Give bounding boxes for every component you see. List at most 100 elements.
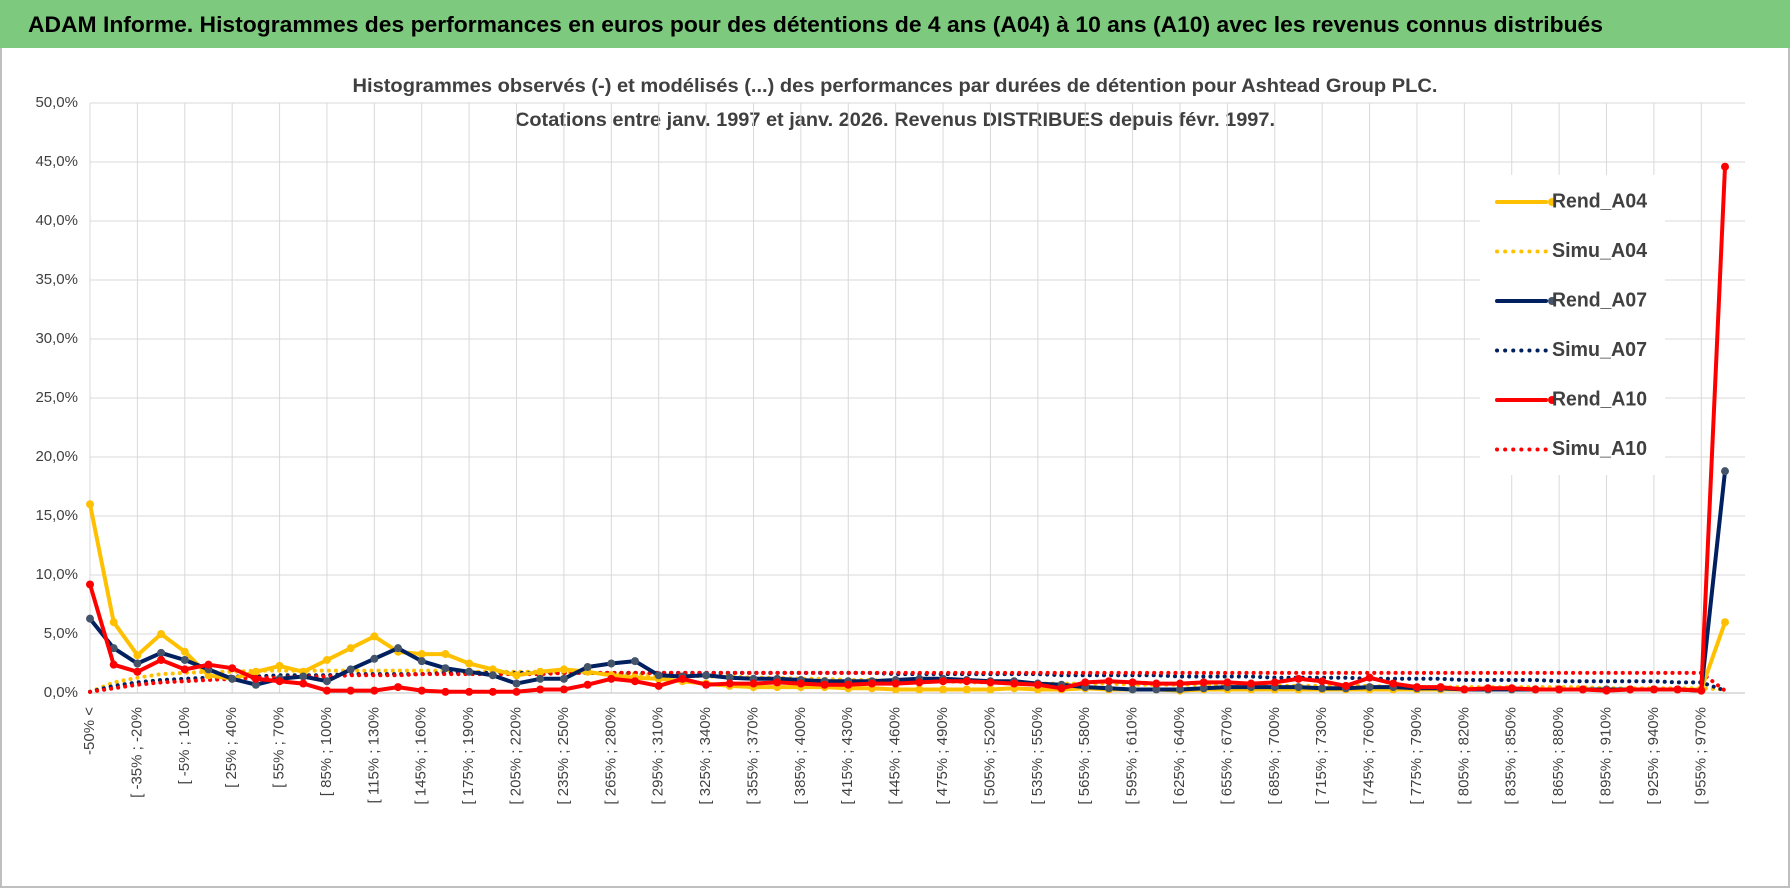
marker xyxy=(133,651,142,660)
legend-label: Simu_A10 xyxy=(1552,438,1647,460)
x-tick-label: [ 925% ; 940% xyxy=(1645,707,1662,805)
marker xyxy=(370,686,379,695)
y-tick-label: 20,0% xyxy=(35,448,78,465)
marker xyxy=(1223,678,1232,687)
marker xyxy=(1626,685,1635,694)
x-tick-label: [ 895% ; 910% xyxy=(1597,707,1614,805)
marker xyxy=(109,660,118,669)
marker xyxy=(465,687,474,696)
marker xyxy=(725,673,734,682)
marker xyxy=(417,686,426,695)
line xyxy=(88,164,1727,694)
marker xyxy=(678,674,687,683)
marker xyxy=(607,659,616,668)
marker xyxy=(1318,677,1327,686)
marker xyxy=(1294,674,1303,683)
marker xyxy=(157,648,166,657)
marker xyxy=(1294,683,1303,692)
x-tick-label: [ 625% ; 640% xyxy=(1171,707,1188,805)
marker xyxy=(275,661,284,670)
marker xyxy=(488,665,497,674)
marker xyxy=(1673,685,1682,694)
marker xyxy=(417,657,426,666)
dotted-line xyxy=(88,670,1727,694)
marker xyxy=(962,677,971,686)
marker xyxy=(275,677,284,686)
x-tick-label: [ 595% ; 610% xyxy=(1124,707,1141,805)
marker xyxy=(986,685,995,694)
marker xyxy=(299,679,308,688)
x-tick-label: [ 175% ; 190% xyxy=(460,707,477,805)
x-tick-label: [ 85% ; 100% xyxy=(318,707,335,796)
marker xyxy=(322,655,331,664)
marker xyxy=(228,674,237,683)
marker xyxy=(1436,683,1445,692)
marker xyxy=(1507,684,1516,693)
marker xyxy=(251,667,260,676)
x-tick-label: [ 865% ; 880% xyxy=(1550,707,1567,805)
marker xyxy=(322,686,331,695)
marker xyxy=(1199,684,1208,693)
marker xyxy=(1152,685,1161,694)
marker xyxy=(1247,679,1256,688)
marker xyxy=(86,614,94,623)
x-tick-label: [ 505% ; 520% xyxy=(981,707,998,805)
marker xyxy=(1199,678,1208,687)
legend-marker xyxy=(1548,396,1556,404)
marker xyxy=(844,680,853,689)
marker xyxy=(1104,684,1113,693)
y-tick-label: 0,0% xyxy=(44,684,78,701)
marker xyxy=(1697,686,1706,695)
y-tick-label: 40,0% xyxy=(35,212,78,229)
marker xyxy=(1176,679,1184,688)
marker xyxy=(1176,685,1184,694)
legend-label: Simu_A04 xyxy=(1552,240,1648,262)
marker xyxy=(536,667,545,676)
x-tick-label: [ 565% ; 580% xyxy=(1076,707,1093,805)
marker xyxy=(1531,685,1540,694)
marker xyxy=(654,681,663,690)
marker xyxy=(512,679,521,688)
y-tick-label: 25,0% xyxy=(35,389,78,406)
marker xyxy=(1389,679,1398,688)
marker xyxy=(180,665,189,674)
marker xyxy=(299,672,308,681)
marker xyxy=(1649,685,1658,694)
x-tick-label: [ 385% ; 400% xyxy=(792,707,809,805)
marker xyxy=(370,654,379,663)
marker xyxy=(1128,685,1137,694)
header-title: ADAM Informe. Histogrammes des performan… xyxy=(28,12,1603,37)
header-bar xyxy=(0,0,1790,48)
legend-label: Rend_A04 xyxy=(1552,190,1648,212)
marker xyxy=(157,655,166,664)
marker xyxy=(1555,685,1564,694)
legend: Rend_A04 Simu_A04 Rend_A07 Simu_A07 Rend_A10… xyxy=(1480,175,1665,475)
x-tick-label: [ 655% ; 670% xyxy=(1218,707,1235,805)
legend-label: Rend_A10 xyxy=(1552,388,1647,410)
marker xyxy=(180,647,189,656)
y-tick-label: 45,0% xyxy=(35,153,78,170)
x-tick-label: [ 415% ; 430% xyxy=(839,707,856,805)
x-tick-label: [ 835% ; 850% xyxy=(1503,707,1520,805)
marker xyxy=(512,671,521,680)
marker xyxy=(1128,678,1137,687)
x-tick-label: [ -35% ; -20% xyxy=(128,707,145,798)
marker xyxy=(346,686,355,695)
x-tick-label: [ 775% ; 790% xyxy=(1408,707,1425,805)
marker xyxy=(962,685,971,694)
marker xyxy=(1270,678,1279,687)
x-tick-label: [ 745% ; 760% xyxy=(1361,707,1378,805)
marker xyxy=(157,630,166,638)
x-tick-label: [ 325% ; 340% xyxy=(697,707,714,805)
marker xyxy=(1721,162,1729,171)
marker xyxy=(370,632,379,641)
marker xyxy=(251,680,260,689)
legend-label: Rend_A07 xyxy=(1552,289,1647,311)
y-tick-label: 30,0% xyxy=(35,330,78,347)
marker xyxy=(465,667,474,676)
y-tick-label: 15,0% xyxy=(35,507,78,524)
plot xyxy=(86,162,1729,696)
x-tick-label: [ 355% ; 370% xyxy=(744,707,761,805)
